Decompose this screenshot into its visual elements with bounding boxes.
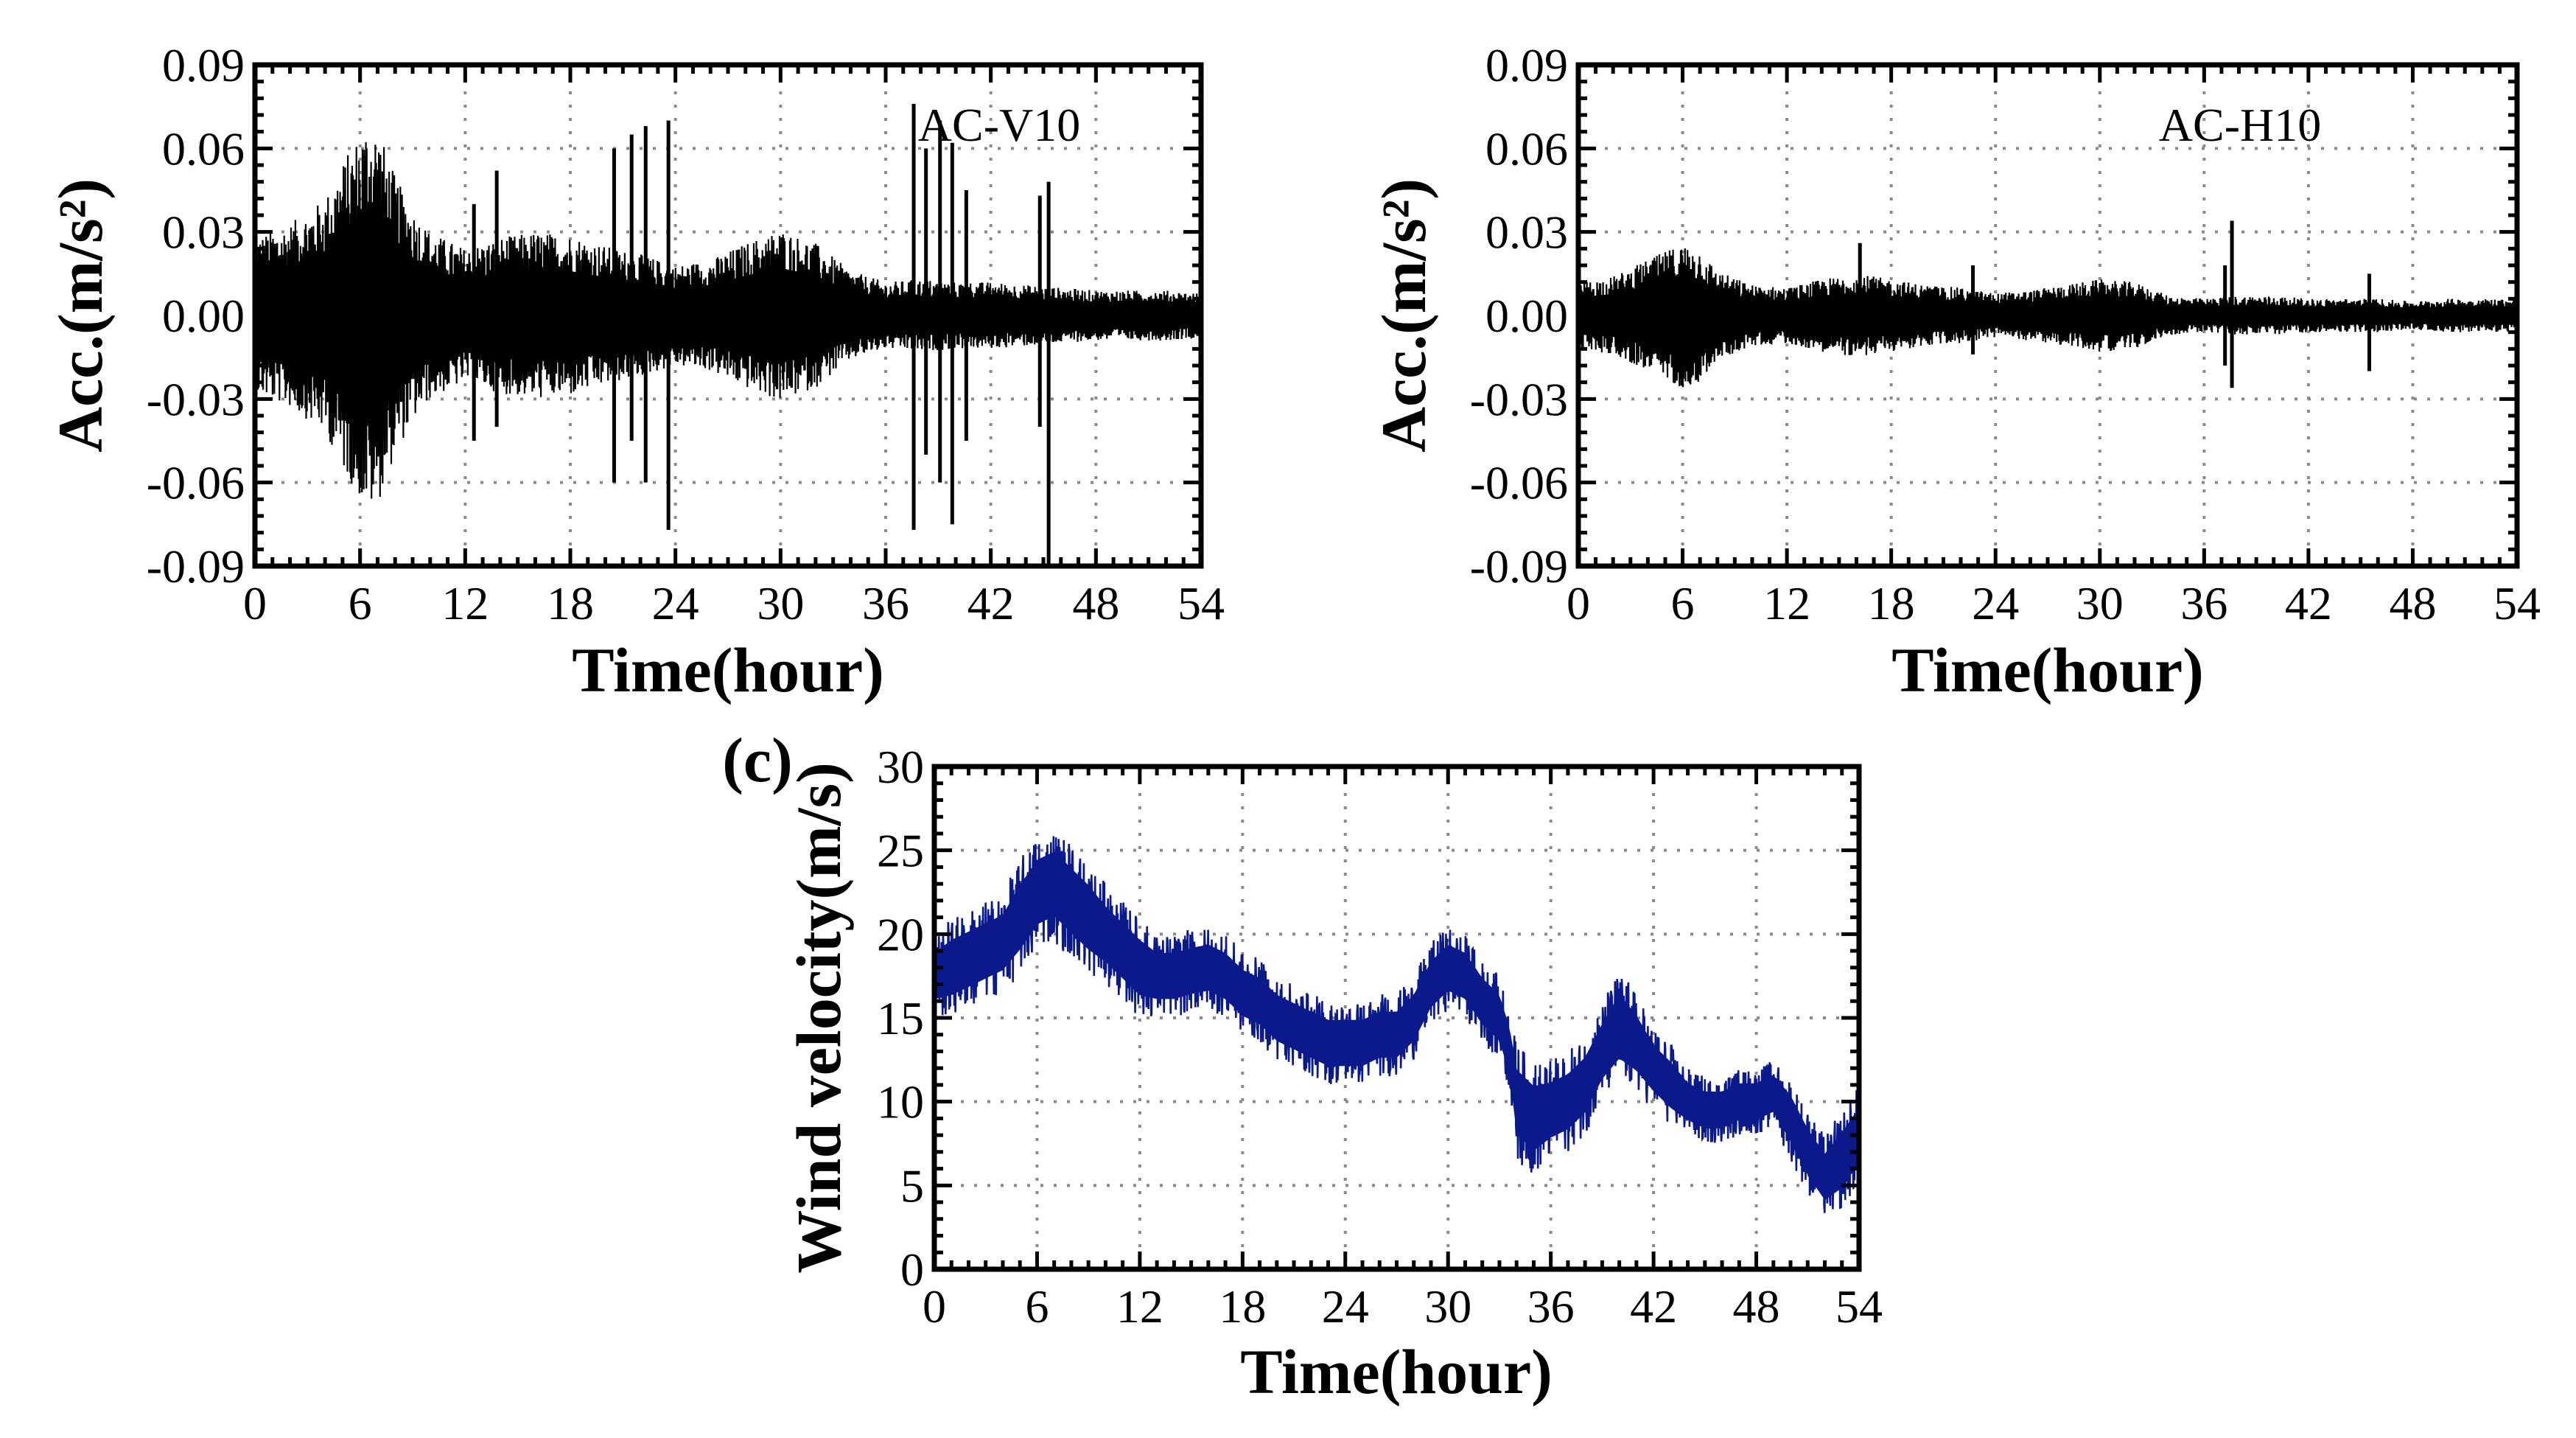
y-tick-label: -0.06 bbox=[147, 457, 245, 509]
ticks-ac-h10 bbox=[1576, 63, 2519, 568]
x-tick-label: 18 bbox=[1219, 1280, 1266, 1333]
x-tick-label: 12 bbox=[441, 577, 489, 629]
x-tick-label: 6 bbox=[1025, 1280, 1049, 1333]
x-axis-title-ac-h10: Time(hour) bbox=[1891, 635, 2204, 705]
series-wind-velocity bbox=[933, 836, 1861, 1213]
wind-core bbox=[934, 851, 1859, 1200]
x-tick-label: 0 bbox=[243, 577, 267, 629]
series-ac-h10 bbox=[1577, 220, 2519, 388]
ticks-ac-v10 bbox=[253, 63, 1203, 568]
x-tick-label: 36 bbox=[1527, 1280, 1575, 1333]
chart-ac-v10: 0 6 12 18 24 30 36 42 48 54 -0.09 -0.06 -0.03 0.00 0.… bbox=[45, 39, 1225, 705]
y-tick-label: 0.03 bbox=[1485, 206, 1568, 259]
x-tick-label: 42 bbox=[2285, 577, 2332, 629]
x-tick-label: 0 bbox=[1567, 577, 1590, 629]
y-tick-label: -0.06 bbox=[1470, 457, 1568, 509]
signal-core bbox=[255, 208, 1201, 423]
y-tick-label: 0 bbox=[900, 1243, 924, 1296]
y-tick-label: 0.00 bbox=[1485, 290, 1568, 342]
panel-tag-c: (c) bbox=[722, 725, 792, 795]
x-tick-label: 30 bbox=[1424, 1280, 1471, 1333]
x-tick-labels-wind-velocity: 0 6 12 18 24 30 36 42 48 54 bbox=[923, 1280, 1883, 1333]
y-tick-label: 0.00 bbox=[162, 290, 245, 342]
y-tick-label: 25 bbox=[877, 825, 924, 877]
y-axis-title-ac-v10: Acc.(m/s²) bbox=[45, 178, 116, 453]
y-tick-label: 5 bbox=[900, 1159, 924, 1212]
x-tick-label: 24 bbox=[652, 577, 699, 629]
y-axis-title-wind-velocity: Wind velocity(m/s) bbox=[783, 762, 854, 1274]
x-tick-label: 36 bbox=[862, 577, 909, 629]
x-tick-label: 12 bbox=[1116, 1280, 1163, 1333]
x-tick-label: 48 bbox=[1733, 1280, 1780, 1333]
x-tick-label: 18 bbox=[1868, 577, 1915, 629]
y-tick-label: 15 bbox=[877, 992, 924, 1044]
y-axis-title-ac-h10: Acc.(m/s²) bbox=[1368, 178, 1439, 453]
x-tick-label: 42 bbox=[1630, 1280, 1677, 1333]
x-axis-title-wind-velocity: Time(hour) bbox=[1240, 1336, 1553, 1407]
x-tick-label: 54 bbox=[1835, 1280, 1883, 1333]
x-tick-labels-ac-v10: 0 6 12 18 24 30 36 42 48 54 bbox=[243, 577, 1225, 629]
x-tick-label: 24 bbox=[1322, 1280, 1369, 1333]
x-tick-label: 48 bbox=[1072, 577, 1119, 629]
y-tick-label: 0.06 bbox=[1485, 122, 1568, 175]
series-label-ac-h10: AC-H10 bbox=[2159, 99, 2321, 151]
chart-wind-velocity: 0 6 12 18 24 30 36 42 48 54 0 5 10 15 20 25 30 Time(hou… bbox=[722, 725, 1883, 1407]
ticks-wind-velocity bbox=[932, 764, 1861, 1271]
y-tick-label: -0.03 bbox=[1470, 373, 1568, 425]
series-label-ac-v10: AC-V10 bbox=[918, 99, 1080, 151]
x-tick-label: 30 bbox=[2076, 577, 2124, 629]
y-tick-label: -0.09 bbox=[147, 540, 245, 593]
chart-ac-h10: 0 6 12 18 24 30 36 42 48 54 -0.09 -0.06 -0.03 0.00 0.… bbox=[1368, 39, 2541, 705]
y-tick-label: 30 bbox=[877, 741, 924, 793]
x-tick-labels-ac-h10: 0 6 12 18 24 30 36 42 48 54 bbox=[1567, 577, 2541, 629]
x-tick-label: 30 bbox=[757, 577, 804, 629]
y-tick-label: 10 bbox=[877, 1076, 924, 1128]
x-tick-label: 6 bbox=[349, 577, 372, 629]
x-tick-label: 6 bbox=[1671, 577, 1695, 629]
y-tick-labels-ac-v10: -0.09 -0.06 -0.03 0.00 0.03 0.06 0.09 bbox=[147, 39, 245, 593]
x-tick-label: 18 bbox=[547, 577, 594, 629]
x-axis-title-ac-v10: Time(hour) bbox=[572, 635, 884, 705]
series-ac-v10 bbox=[253, 103, 1203, 566]
x-tick-label: 42 bbox=[967, 577, 1015, 629]
x-tick-label: 54 bbox=[1177, 577, 1225, 629]
y-tick-label: -0.03 bbox=[147, 373, 245, 425]
x-tick-label: 54 bbox=[2493, 577, 2541, 629]
x-tick-label: 12 bbox=[1763, 577, 1810, 629]
y-tick-labels-wind-velocity: 0 5 10 15 20 25 30 bbox=[877, 741, 924, 1296]
x-tick-label: 36 bbox=[2180, 577, 2227, 629]
y-tick-label: 0.03 bbox=[162, 206, 245, 259]
y-tick-label: -0.09 bbox=[1470, 540, 1568, 593]
y-tick-labels-ac-h10: -0.09 -0.06 -0.03 0.00 0.03 0.06 0.09 bbox=[1470, 39, 1568, 593]
y-tick-label: 0.06 bbox=[162, 122, 245, 175]
signal-core bbox=[1578, 276, 2517, 355]
x-tick-label: 24 bbox=[1972, 577, 2019, 629]
y-tick-label: 0.09 bbox=[162, 39, 245, 91]
y-tick-label: 0.09 bbox=[1485, 39, 1568, 91]
y-tick-label: 20 bbox=[877, 908, 924, 960]
x-tick-label: 48 bbox=[2389, 577, 2436, 629]
x-tick-label: 0 bbox=[923, 1280, 946, 1333]
